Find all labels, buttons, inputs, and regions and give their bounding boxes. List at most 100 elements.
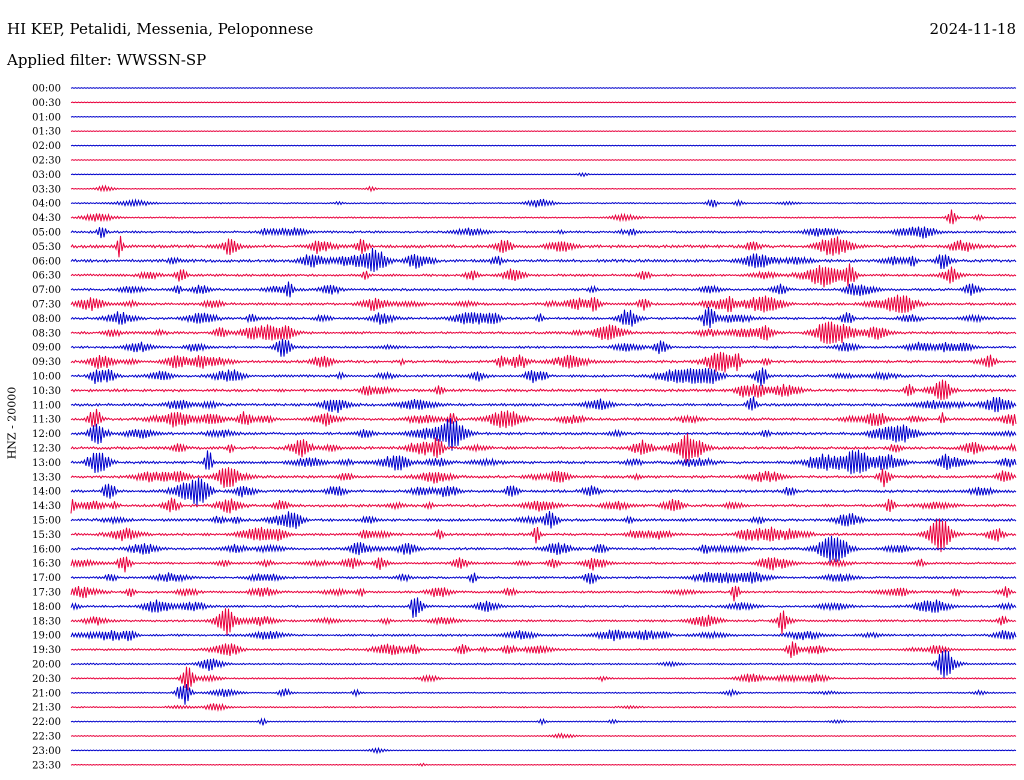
hour-label: 22:30 — [32, 732, 61, 743]
hour-label: 14:30 — [32, 501, 61, 512]
hour-label: 03:00 — [32, 170, 61, 181]
hour-label: 13:30 — [32, 472, 61, 483]
trace-line — [70, 367, 1017, 387]
trace-line — [70, 497, 1017, 514]
hour-label: 08:30 — [32, 328, 61, 339]
trace-line — [70, 641, 1017, 658]
trace-line — [70, 351, 1017, 373]
trace-line — [70, 408, 1017, 429]
trace-line — [70, 247, 1017, 273]
trace-line — [70, 235, 1017, 258]
hour-label: 11:30 — [32, 415, 61, 426]
hour-label: 22:00 — [32, 717, 61, 728]
hour-label: 09:00 — [32, 343, 61, 354]
hour-label: 09:30 — [32, 357, 61, 368]
hour-label: 18:30 — [32, 616, 61, 627]
trace-line — [70, 321, 1017, 344]
trace-line — [70, 281, 1017, 298]
hour-label: 02:00 — [32, 141, 61, 152]
hour-label: 05:30 — [32, 242, 61, 253]
hour-label: 00:30 — [32, 98, 61, 109]
trace-line — [70, 101, 1017, 104]
trace-line — [70, 511, 1017, 529]
hour-label: 07:00 — [32, 285, 61, 296]
hour-label: 20:00 — [32, 660, 61, 671]
hour-label: 04:00 — [32, 199, 61, 210]
hour-label: 23:00 — [32, 746, 61, 757]
trace-line — [70, 702, 1017, 713]
trace-line — [70, 294, 1017, 314]
trace-line — [70, 684, 1017, 705]
hour-label: 11:00 — [32, 400, 61, 411]
hour-label: 01:30 — [32, 127, 61, 138]
trace-line — [70, 717, 1017, 726]
hour-label: 06:00 — [32, 256, 61, 267]
trace-line — [70, 159, 1017, 161]
hour-label: 06:30 — [32, 271, 61, 282]
trace-line — [70, 379, 1017, 401]
trace-line — [70, 306, 1017, 329]
hour-label: 23:30 — [32, 760, 61, 771]
trace-line — [70, 209, 1017, 225]
trace-line — [70, 467, 1017, 488]
trace-line — [70, 585, 1017, 602]
hour-labels: 00:00 00:30 01:00 01:30 02:00 02:30 03:00 03:30… — [32, 84, 61, 772]
hour-label: 07:30 — [32, 300, 61, 311]
trace-line — [70, 115, 1017, 118]
hour-label: 19:30 — [32, 645, 61, 656]
hour-label: 16:30 — [32, 559, 61, 570]
hour-label: 03:30 — [32, 184, 61, 195]
trace-line — [70, 518, 1017, 553]
hour-label: 04:30 — [32, 213, 61, 224]
hour-label: 10:00 — [32, 372, 61, 383]
hour-label: 05:00 — [32, 228, 61, 239]
hour-label: 02:30 — [32, 156, 61, 167]
date-label: 2024-11-18 — [929, 20, 1016, 38]
trace-line — [70, 608, 1017, 636]
filter-label: Applied filter: WWSSN-SP — [7, 51, 207, 69]
trace-line — [70, 433, 1017, 464]
station-title: HI KEP, Petalidi, Messenia, Peloponnese — [7, 20, 314, 38]
trace-line — [70, 477, 1017, 506]
trace-line — [70, 263, 1017, 288]
hour-label: 14:00 — [32, 487, 61, 498]
hour-label: 00:00 — [32, 84, 61, 95]
hour-label: 15:00 — [32, 516, 61, 527]
hour-label: 20:30 — [32, 674, 61, 685]
trace-line — [70, 597, 1017, 618]
hour-label: 13:00 — [32, 458, 61, 469]
trace-line — [70, 396, 1017, 414]
hour-label: 17:00 — [32, 573, 61, 584]
trace-line — [70, 87, 1017, 89]
trace-line — [70, 649, 1017, 678]
hour-label: 18:00 — [32, 602, 61, 613]
trace-line — [70, 762, 1017, 767]
hour-label: 17:30 — [32, 588, 61, 599]
hour-label: 01:00 — [32, 112, 61, 123]
trace-line — [70, 418, 1017, 451]
hour-label: 12:00 — [32, 429, 61, 440]
trace-line — [70, 666, 1017, 691]
seismogram-traces — [70, 87, 1017, 767]
trace-line — [70, 732, 1017, 740]
hour-label: 15:30 — [32, 530, 61, 541]
trace-line — [70, 144, 1017, 147]
trace-line — [70, 226, 1017, 239]
hour-label: 08:00 — [32, 314, 61, 325]
hour-label: 16:00 — [32, 544, 61, 555]
trace-line — [70, 338, 1017, 357]
trace-line — [70, 629, 1017, 642]
trace-line — [70, 449, 1017, 475]
trace-line — [70, 571, 1017, 585]
hour-label: 12:30 — [32, 444, 61, 455]
hour-label: 21:30 — [32, 703, 61, 714]
hour-label: 10:30 — [32, 386, 61, 397]
trace-line — [70, 171, 1017, 178]
trace-line — [70, 746, 1017, 755]
trace-line — [70, 556, 1017, 573]
trace-line — [70, 198, 1017, 208]
hour-label: 19:00 — [32, 631, 61, 642]
trace-line — [70, 130, 1017, 133]
hour-label: 21:00 — [32, 688, 61, 699]
